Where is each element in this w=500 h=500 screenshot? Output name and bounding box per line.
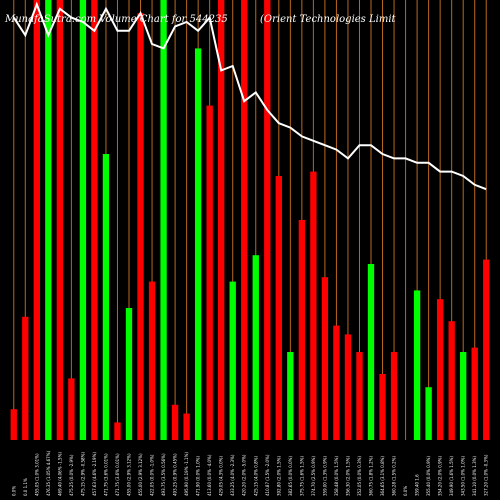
tick-label: 413.60 (0.0% -4.0%)	[207, 454, 212, 496]
tick-label: 433.25 (4.0% -2.3%)	[230, 454, 235, 496]
tick-label: 360.75 (1.8% 1.2%)	[369, 456, 374, 496]
volume-bar	[275, 176, 282, 440]
volume-bar	[160, 0, 167, 440]
volume-bar	[22, 316, 29, 440]
chart-title: MunafaSutra.com Volume Chart for 544235	[4, 14, 228, 25]
volume-bar	[45, 0, 52, 440]
volume-bar	[171, 404, 179, 440]
volume-bar	[356, 352, 363, 440]
tick-label: 327.20 (1.0% -0.3%)	[484, 454, 489, 496]
volume-bar	[33, 0, 40, 440]
tick-label: 392.80 (2.0% 1.5%)	[276, 456, 281, 496]
volume-bar	[79, 0, 87, 440]
tick-label: 374.70 (2.5% 0.9%)	[311, 456, 316, 496]
tick-label: 356.30 (2.0% 1.5%)	[345, 456, 350, 496]
volume-bar	[436, 299, 444, 440]
volume-bar	[344, 334, 352, 440]
volume-bar	[460, 352, 467, 440]
tick-label: 343.50 (1.0% 1.0%)	[461, 456, 466, 496]
price-line	[12, 1, 487, 191]
tick-label: 471.90 (0.0% 1.0%)	[196, 456, 201, 496]
tick-label: 364.65 (3.1% 0.8%)	[380, 456, 385, 496]
tick-label: 493.75 (3.5% 0.56%)	[161, 453, 166, 496]
volume-bar	[483, 259, 490, 440]
volume-bar	[448, 321, 455, 440]
tick-label: 455.00 (2.9% 3.12%)	[127, 453, 132, 496]
volume-bar	[252, 255, 259, 440]
volume-bar	[148, 281, 156, 440]
volume-bar	[218, 0, 225, 440]
volume-bar	[287, 352, 294, 440]
tick-label: 375.75 (1.6% 1.5%)	[299, 456, 304, 496]
volume-bar	[390, 352, 398, 440]
tick-label: 422.05 (0.0% -1.0%)	[150, 454, 155, 496]
volume-bar	[425, 387, 432, 440]
volume-bar	[10, 409, 17, 440]
tick-label: 352.05 (0.0% 0.3%)	[357, 456, 362, 496]
tick-label: 382.65 (0.0% 0.0%)	[288, 456, 293, 496]
tick-label: 429.05 (4.3% 0.0%)	[219, 456, 224, 496]
volume-bar	[125, 308, 133, 440]
chart-subtitle: (Orient Technologies Limit	[260, 14, 397, 25]
tick-label: 455.05 (1.0% 3.01%)	[34, 453, 39, 496]
volume-bar	[310, 171, 317, 440]
tick-label: 457.63 (4.6% -2.19%)	[92, 452, 97, 496]
tick-label: 493.25 (0.9% 0.45%)	[173, 453, 178, 496]
tick-label: 0.0%	[403, 486, 408, 496]
tick-label: 471.75 (3.6% 0.01%)	[115, 453, 120, 496]
tick-label: 355.40 (0.0% 0.9%)	[426, 456, 431, 496]
volume-bar	[56, 0, 64, 440]
tick-label: 420.20 (2.0% -5.0%)	[242, 454, 247, 496]
tick-label: 475.25 (0.0% -2.9%)	[69, 454, 74, 496]
tick-label: 359.00 (1.3% 0.9%)	[322, 456, 327, 496]
tick-label: 410.87 (1.5% -2.0%)	[265, 454, 270, 496]
tick-label: 360.28 (1.5% 0.2%)	[392, 456, 397, 496]
volume-bar	[68, 378, 75, 440]
volume-bar	[229, 281, 236, 440]
volume-bar	[114, 422, 121, 440]
volume-bar	[333, 325, 340, 440]
tick-label: 455.00 (2.9% 3.12%)	[138, 453, 143, 496]
volume-bars	[10, 0, 490, 441]
volume-bar	[264, 0, 271, 440]
volume-bar	[413, 290, 421, 440]
tick-label: 349.90 (1.6% 1.5%)	[449, 456, 454, 496]
volume-bar	[298, 220, 306, 440]
volume-bar	[379, 374, 386, 440]
volume-bar	[194, 48, 202, 441]
volume-bar	[137, 13, 144, 440]
volume-bar	[183, 413, 190, 440]
volume-bar	[321, 277, 329, 440]
tick-label: 425.15 (4.0% 0.8%)	[253, 456, 258, 496]
tick-label: 0.0%	[11, 486, 16, 496]
tick-label: 476.35 (1.05% 4.67%)	[46, 450, 51, 496]
tick-label: 469.40 (4.06% -1.5%)	[57, 452, 62, 496]
volume-bar	[471, 347, 478, 440]
tick-label: 471.75 (3.6% 0.01%)	[103, 453, 108, 496]
volume-bar	[102, 154, 110, 440]
tick-label: 0.0 1.1%	[23, 478, 28, 496]
volume-bar	[91, 0, 98, 440]
volume-bar	[241, 0, 248, 440]
tick-label: 359.40 1.6	[415, 474, 420, 496]
volume-bar	[367, 264, 375, 440]
tick-label: 354.20 (2.0% 0.9%)	[438, 456, 443, 496]
tick-label: 495.90 (0.19% -1.1%)	[184, 452, 189, 496]
volume-bar	[206, 105, 213, 440]
tick-labels: 0.0% 0.0 1.1% 455.05 (1.0% 3.01%) 476.35 (1…	[11, 450, 488, 496]
tick-label: 358.48 (0.0% 1.5%)	[334, 456, 339, 496]
tick-label: 341.10 (0.0% 1.3%)	[472, 456, 477, 496]
tick-label: 475.15 (2.9% -0.58%)	[80, 452, 85, 496]
